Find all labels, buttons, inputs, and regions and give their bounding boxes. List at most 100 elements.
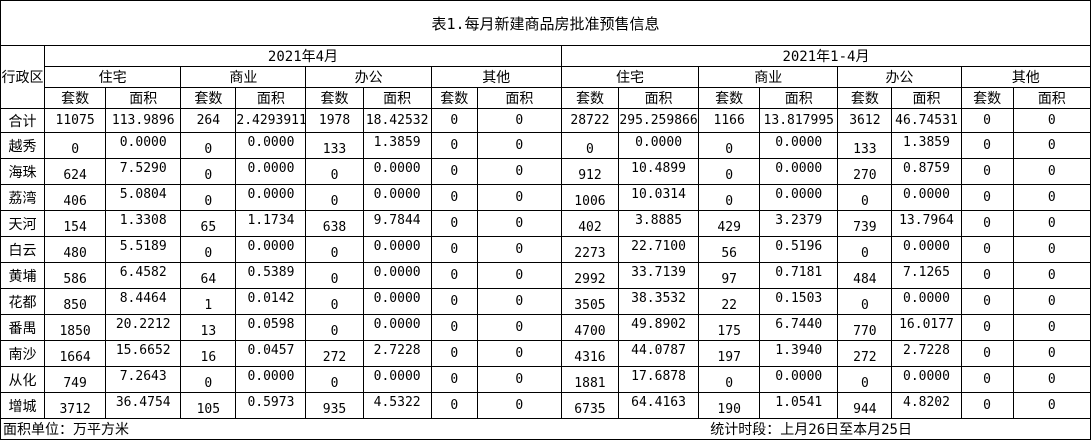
area-cell: 0.0000 — [235, 236, 307, 263]
unit-note: 面积单位：万平方米 — [0, 418, 478, 440]
period-header: 2021年1-4月 — [560, 45, 1092, 67]
count-cell: 850 — [44, 288, 107, 315]
area-cell: 0 — [1012, 288, 1092, 315]
area-cell: 0 — [476, 392, 562, 419]
count-cell: 270 — [837, 158, 893, 185]
area-cell: 0.0000 — [105, 132, 182, 159]
count-header: 套数 — [180, 87, 237, 109]
area-cell: 0.0000 — [362, 184, 432, 211]
area-cell: 0 — [1012, 366, 1092, 393]
count-cell: 944 — [837, 392, 893, 419]
district-name: 合计 — [0, 108, 46, 133]
area-cell: 0 — [476, 158, 562, 185]
count-cell: 0 — [960, 210, 1014, 237]
area-cell: 0 — [1012, 210, 1092, 237]
area-cell: 0 — [1012, 132, 1092, 159]
category-header: 办公 — [837, 66, 962, 88]
count-header: 套数 — [837, 87, 893, 109]
count-cell: 912 — [560, 158, 620, 185]
area-cell: 13.817995 — [759, 108, 839, 133]
period-header: 2021年4月 — [44, 45, 562, 67]
count-cell: 1664 — [44, 340, 107, 367]
count-cell: 272 — [305, 340, 364, 367]
count-cell: 0 — [430, 236, 478, 263]
area-cell: 0 — [1012, 314, 1092, 341]
count-cell: 0 — [960, 340, 1014, 367]
table-row: 增城 3712 36.4754 105 0.5973 935 4.5322 0 0 6735 64.… — [0, 392, 1092, 419]
area-cell: 0 — [476, 288, 562, 315]
table-title: 表1.每月新建商品房批准预售信息 — [0, 0, 1091, 46]
area-cell: 0.0000 — [362, 236, 432, 263]
area-cell: 10.4899 — [617, 158, 700, 185]
district-name: 白云 — [0, 236, 46, 263]
area-cell: 2.7228 — [362, 340, 432, 367]
area-cell: 18.42532 — [362, 108, 432, 133]
area-cell: 0.0457 — [235, 340, 307, 367]
count-cell: 154 — [44, 210, 107, 237]
area-cell: 2.7228 — [891, 340, 962, 367]
count-cell: 4316 — [560, 340, 620, 367]
count-cell: 0 — [180, 184, 237, 211]
count-cell: 13 — [180, 314, 237, 341]
count-cell: 272 — [837, 340, 893, 367]
area-cell: 1.3308 — [105, 210, 182, 237]
count-cell: 0 — [837, 366, 893, 393]
count-cell: 0 — [960, 236, 1014, 263]
area-cell: 0 — [476, 108, 562, 133]
category-header: 商业 — [698, 66, 839, 88]
area-cell: 9.7844 — [362, 210, 432, 237]
area-cell: 33.7139 — [617, 262, 700, 289]
count-cell: 0 — [960, 314, 1014, 341]
district-name: 荔湾 — [0, 184, 46, 211]
count-cell: 624 — [44, 158, 107, 185]
category-header: 办公 — [305, 66, 432, 88]
count-cell: 197 — [698, 340, 761, 367]
area-cell: 49.8902 — [617, 314, 700, 341]
count-header: 套数 — [44, 87, 107, 109]
area-cell: 0.0000 — [235, 366, 307, 393]
count-cell: 0 — [960, 132, 1014, 159]
area-cell: 295.259866 — [617, 108, 700, 133]
count-cell: 0 — [430, 184, 478, 211]
area-cell: 0.0000 — [891, 184, 962, 211]
table-row: 白云 480 5.5189 0 0.0000 0 0.0000 0 0 2273 22.7100 56… — [0, 236, 1092, 263]
area-cell: 0 — [1012, 392, 1092, 419]
period-note: 统计时段：上月26日至本月25日 — [477, 418, 1092, 440]
area-cell: 20.2212 — [105, 314, 182, 341]
area-cell: 0.0000 — [362, 262, 432, 289]
count-cell: 0 — [430, 314, 478, 341]
count-cell: 0 — [180, 236, 237, 263]
area-cell: 0 — [1012, 184, 1092, 211]
area-header: 面积 — [235, 87, 307, 109]
area-cell: 4.5322 — [362, 392, 432, 419]
area-cell: 1.3859 — [891, 132, 962, 159]
area-cell: 10.0314 — [617, 184, 700, 211]
count-cell: 1881 — [560, 366, 620, 393]
count-cell: 0 — [960, 262, 1014, 289]
district-name: 番禺 — [0, 314, 46, 341]
category-header: 其他 — [960, 66, 1092, 88]
count-cell: 105 — [180, 392, 237, 419]
area-cell: 0 — [476, 366, 562, 393]
count-cell: 56 — [698, 236, 761, 263]
count-cell: 3505 — [560, 288, 620, 315]
count-cell: 264 — [180, 108, 237, 133]
table-row: 从化 749 7.2643 0 0.0000 0 0.0000 0 0 1881 17.6878 0 0… — [0, 366, 1092, 393]
area-cell: 0.0000 — [235, 132, 307, 159]
area-cell: 16.0177 — [891, 314, 962, 341]
area-header: 面积 — [105, 87, 182, 109]
count-cell: 0 — [430, 340, 478, 367]
area-cell: 0.0000 — [891, 236, 962, 263]
count-cell: 0 — [180, 158, 237, 185]
count-cell: 0 — [430, 392, 478, 419]
count-cell: 65 — [180, 210, 237, 237]
area-cell: 0.5196 — [759, 236, 839, 263]
category-header: 商业 — [180, 66, 307, 88]
count-cell: 0 — [698, 158, 761, 185]
area-cell: 6.4582 — [105, 262, 182, 289]
count-cell: 0 — [305, 262, 364, 289]
district-name: 越秀 — [0, 132, 46, 159]
district-name: 天河 — [0, 210, 46, 237]
count-header: 套数 — [698, 87, 761, 109]
